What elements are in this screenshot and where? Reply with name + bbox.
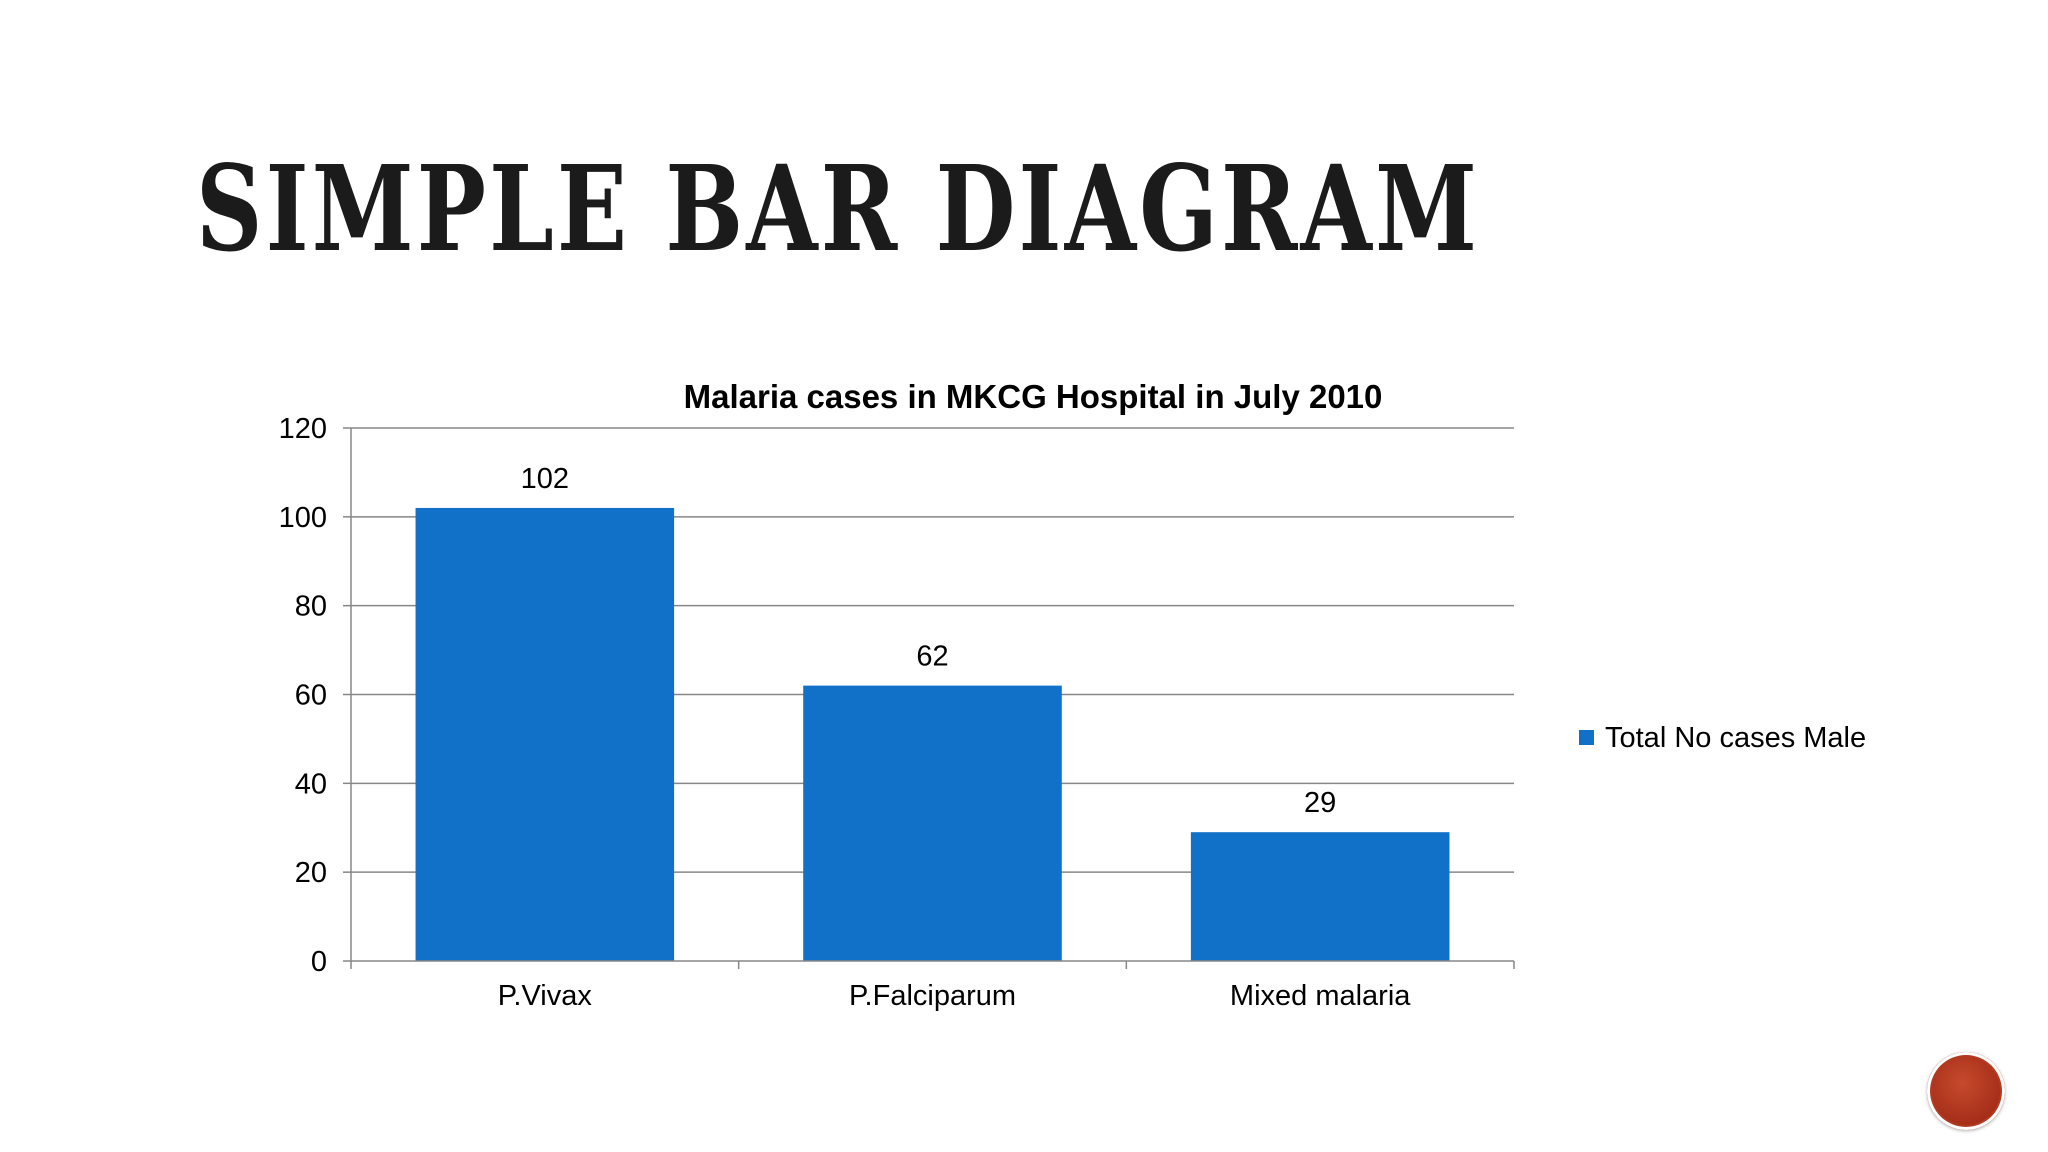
axes bbox=[350, 428, 1514, 962]
data-labels: 102 62 29 bbox=[521, 463, 1337, 819]
slide-title: Simple Bar Diagram bbox=[196, 139, 1481, 278]
bar bbox=[803, 685, 1062, 961]
legend: Total No cases Male bbox=[1579, 722, 1866, 754]
x-category-label: P.Vivax bbox=[498, 980, 593, 1012]
legend-swatch bbox=[1579, 730, 1594, 745]
bar-value-label: 62 bbox=[916, 641, 948, 673]
y-axis-ticks: 0 20 40 60 80 100 120 bbox=[279, 413, 351, 978]
y-tick-label: 0 bbox=[311, 946, 327, 978]
x-category-label: Mixed malaria bbox=[1230, 980, 1411, 1012]
y-tick-label: 20 bbox=[295, 857, 327, 889]
slide-nav-circle-icon[interactable] bbox=[1927, 1052, 2005, 1130]
y-tick-label: 120 bbox=[279, 413, 327, 445]
bar bbox=[415, 507, 675, 961]
bar-value-label: 29 bbox=[1304, 787, 1336, 819]
x-category-label: P.Falciparum bbox=[849, 980, 1016, 1012]
bars bbox=[415, 507, 1450, 961]
y-tick-label: 80 bbox=[295, 591, 327, 623]
legend-label: Total No cases Male bbox=[1605, 722, 1866, 754]
y-tick-label: 40 bbox=[295, 768, 327, 800]
bar-value-label: 102 bbox=[521, 463, 569, 495]
y-tick-label: 60 bbox=[295, 680, 327, 712]
chart-title: Malaria cases in MKCG Hospital in July 2… bbox=[684, 378, 1383, 415]
y-tick-label: 100 bbox=[279, 502, 327, 534]
bar bbox=[1190, 832, 1450, 961]
x-axis-ticks: P.Vivax P.Falciparum Mixed malaria bbox=[350, 961, 1515, 1012]
